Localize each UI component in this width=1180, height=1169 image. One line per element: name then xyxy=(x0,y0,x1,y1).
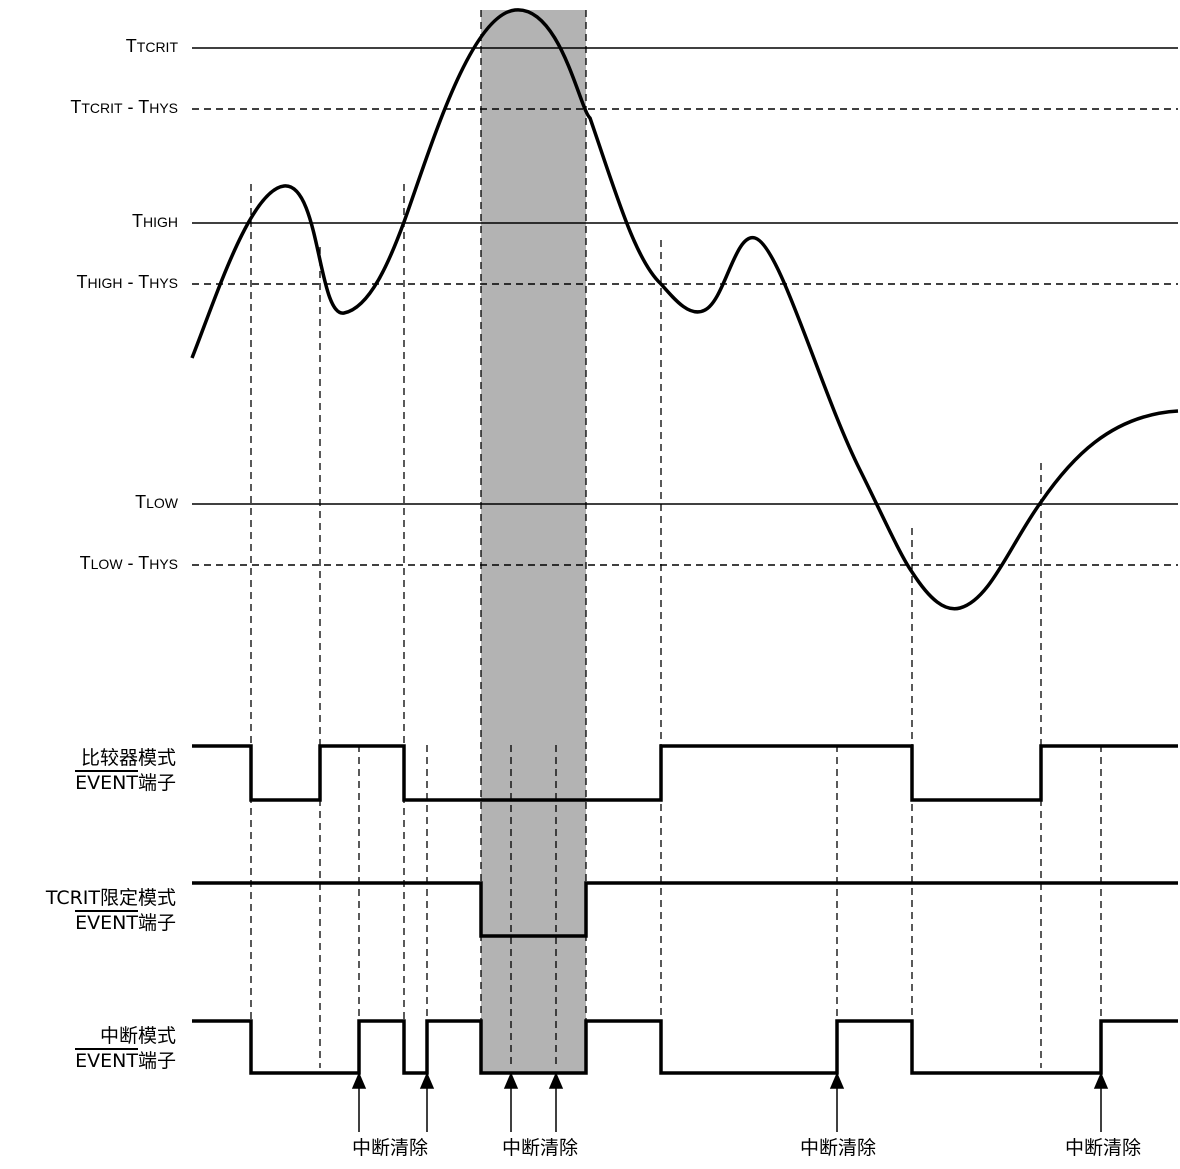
tcrit-label-t: T xyxy=(125,36,137,56)
tcrit-pin-name: EVENT xyxy=(75,910,138,934)
comparator-signal-label: 比较器模式 EVENT端子 xyxy=(0,746,176,795)
thigh-hys-s2: HYS xyxy=(149,275,178,291)
tlow-hys-s1: LOW xyxy=(90,556,123,572)
tlow-hys-t1: T xyxy=(79,553,91,573)
tlow-hys-label: TLOW - THYS xyxy=(0,553,178,574)
thigh-hys-t2: T xyxy=(138,272,150,292)
interrupt-signal xyxy=(192,1019,1178,1075)
tcrit-pin-suffix: 端子 xyxy=(137,912,176,934)
interrupt-clear-label-4: 中断清除 xyxy=(1064,1137,1142,1159)
comparator-pin-suffix: 端子 xyxy=(137,772,176,794)
tcrit-label: TTCRIT xyxy=(0,36,178,57)
clear-arrowhead-2 xyxy=(419,1072,435,1089)
thigh-hys-t1: T xyxy=(76,272,88,292)
thigh-label: THIGH xyxy=(0,211,178,232)
interrupt-signal-label: 中断模式 EVENT端子 xyxy=(0,1024,176,1073)
critical-region-shade xyxy=(481,10,586,1073)
tlow-hys-mid: - xyxy=(122,553,139,573)
thigh-label-t: T xyxy=(132,211,143,231)
tcrit-hys-t1: T xyxy=(70,97,82,117)
comparator-pin-line: EVENT端子 xyxy=(0,770,176,795)
tcrit-pin-line: EVENT端子 xyxy=(0,910,176,935)
interrupt-clear-label-2: 中断清除 xyxy=(501,1137,579,1159)
tcrit-hys-s1: TCRIT xyxy=(81,100,123,116)
tcrit-mode-name: TCRIT限定模式 xyxy=(45,887,176,909)
tcrit-hys-label: TTCRIT - THYS xyxy=(0,97,178,118)
thigh-label-sub: HIGH xyxy=(143,214,178,230)
tlow-label-sub: LOW xyxy=(146,495,178,511)
tcrit-label-sub: TCRIT xyxy=(136,39,178,55)
clear-arrowhead-4 xyxy=(548,1072,564,1089)
interrupt-pin-name: EVENT xyxy=(75,1048,138,1072)
tlow-label: TLOW xyxy=(0,492,178,513)
tcrit-signal xyxy=(192,881,1178,938)
interrupt-mode-name: 中断模式 xyxy=(99,1025,176,1047)
tcrit-hys-s2: HYS xyxy=(149,100,178,116)
tcrit-hys-t2: T xyxy=(138,97,150,117)
interrupt-pin-line: EVENT端子 xyxy=(0,1048,176,1073)
clear-arrowhead-3 xyxy=(503,1072,519,1089)
comparator-signal xyxy=(192,744,1178,802)
tlow-hys-t2: T xyxy=(138,553,150,573)
clear-arrowhead-1 xyxy=(351,1072,367,1089)
tcrit-signal-label: TCRIT限定模式 EVENT端子 xyxy=(0,886,176,935)
clear-arrows xyxy=(351,1072,1109,1132)
event-markers xyxy=(250,10,1102,1068)
clear-arrowhead-5 xyxy=(829,1072,845,1089)
interrupt-clear-label-1: 中断清除 xyxy=(351,1137,429,1159)
comparator-pin-name: EVENT xyxy=(75,770,138,794)
interrupt-clear-label-3: 中断清除 xyxy=(799,1137,877,1159)
clear-arrowhead-6 xyxy=(1093,1072,1109,1089)
temperature-curve xyxy=(190,8,1179,611)
tlow-hys-s2: HYS xyxy=(149,556,178,572)
thigh-hys-s1: HIGH xyxy=(87,275,123,291)
tlow-label-t: T xyxy=(135,492,147,512)
interrupt-pin-suffix: 端子 xyxy=(137,1050,176,1072)
tcrit-hys-mid: - xyxy=(122,97,139,117)
comparator-mode-name: 比较器模式 xyxy=(80,747,176,769)
thigh-hys-mid: - xyxy=(122,272,139,292)
thigh-hys-label: THIGH - THYS xyxy=(0,272,178,293)
